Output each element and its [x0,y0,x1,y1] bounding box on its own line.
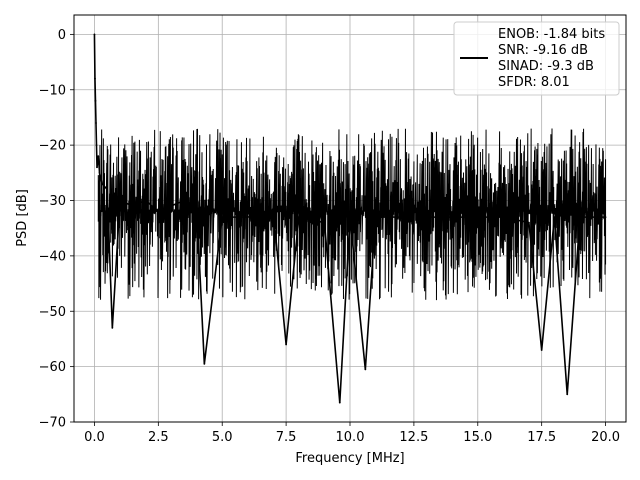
data-point [106,188,109,191]
data-point [157,210,160,213]
data-point [502,216,505,219]
noise-trace [97,128,607,301]
x-tick-label: 2.5 [148,430,169,445]
data-point [95,144,98,147]
y-tick-label: −50 [39,305,66,320]
series-line [93,33,607,404]
y-tick-label: −40 [39,249,66,264]
data-point [96,166,98,169]
data-point [221,216,224,219]
data-point [566,393,569,396]
data-point [527,221,530,224]
data-point [119,199,121,202]
data-point [323,221,326,224]
data-point [272,210,275,213]
data-point [349,216,351,219]
data-point [101,182,104,185]
y-tick-label: −10 [39,83,66,98]
y-tick-label: −30 [39,194,66,209]
y-tick-label: −70 [39,416,66,431]
x-axis: 0.0 2.5 5.0 7.5 10.0 12.5 15.0 17.5 20.0 [84,422,620,445]
data-point [540,349,543,351]
data-point [203,362,206,365]
data-point [579,216,581,219]
x-tick-label: 10.0 [336,430,365,445]
noise-band [97,128,607,301]
y-axis: 0 −10 −20 −30 −40 −50 −60 −70 [39,28,74,431]
data-point [451,216,454,219]
data-point [374,216,377,219]
x-tick-label: 0.0 [84,430,105,445]
data-point [604,216,607,219]
data-point [476,216,479,219]
data-point [182,199,185,202]
x-tick-label: 7.5 [276,430,297,445]
y-tick-label: −60 [39,360,66,375]
data-point [412,210,415,213]
data-point [98,171,101,174]
data-point [93,33,96,36]
data-point [131,205,134,207]
x-tick-label: 12.5 [399,430,428,445]
data-point [425,216,428,219]
legend-snr: SNR: -9.16 dB [498,43,588,58]
x-tick-label: 5.0 [212,430,233,445]
psd-series-path [93,34,606,404]
data-point [400,216,403,219]
data-point [144,199,147,202]
data-point [246,216,249,219]
data-point [111,326,114,329]
y-tick-label: −20 [39,139,66,154]
data-point [297,216,300,219]
x-tick-label: 20.0 [591,430,620,445]
legend-enob: ENOB: -1.84 bits [498,27,605,42]
data-point [591,216,594,219]
legend-box [453,21,620,96]
y-tick-label: 0 [58,28,66,43]
y-axis-label: PSD [dB] [15,189,30,247]
x-axis-label: Frequency [MHz] [295,451,404,466]
data-point [553,216,556,219]
legend: ENOB: -1.84 bits SNR: -9.16 dB SINAD: -9… [453,21,620,96]
data-point [170,205,173,207]
data-point [338,401,341,404]
data-point [285,343,288,346]
data-point [95,122,97,124]
data-point [94,99,97,102]
x-tick-label: 17.5 [527,430,556,445]
x-tick-label: 15.0 [463,430,492,445]
data-point [364,368,367,371]
data-point [195,205,198,207]
data-point [97,155,100,158]
data-point [94,77,96,80]
legend-sinad: SINAD: -9.3 dB [498,59,594,74]
legend-sfdr: SFDR: 8.01 [498,75,570,90]
